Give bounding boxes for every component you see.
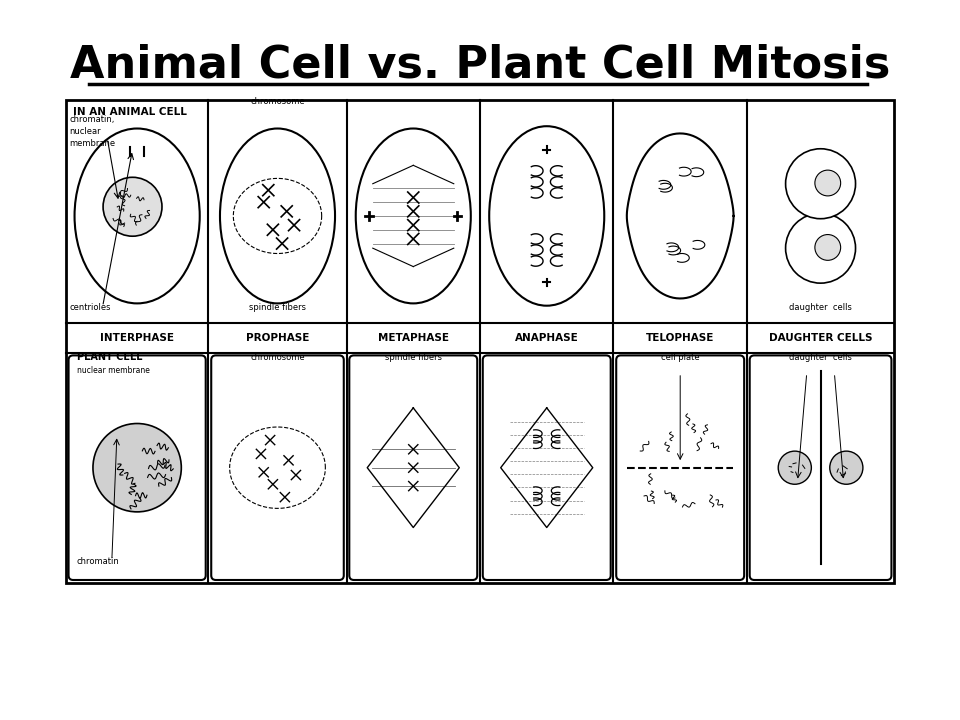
Text: chromosome: chromosome <box>251 353 305 362</box>
Text: daughter  cells: daughter cells <box>789 353 852 362</box>
Circle shape <box>815 170 841 196</box>
FancyBboxPatch shape <box>211 356 344 580</box>
Text: IN AN ANIMAL CELL: IN AN ANIMAL CELL <box>73 107 187 117</box>
FancyBboxPatch shape <box>616 356 744 580</box>
Text: Animal Cell vs. Plant Cell Mitosis: Animal Cell vs. Plant Cell Mitosis <box>70 44 890 87</box>
Circle shape <box>785 149 855 219</box>
Circle shape <box>103 177 162 236</box>
Text: ANAPHASE: ANAPHASE <box>515 333 579 343</box>
FancyBboxPatch shape <box>349 356 477 580</box>
Text: membrane: membrane <box>69 138 115 148</box>
FancyBboxPatch shape <box>750 356 892 580</box>
Text: DAUGHTER CELLS: DAUGHTER CELLS <box>769 333 873 343</box>
Text: cell plate: cell plate <box>660 353 700 362</box>
Text: centrioles: centrioles <box>69 303 111 312</box>
Circle shape <box>93 423 181 512</box>
Text: PLANT CELL: PLANT CELL <box>77 352 142 362</box>
Text: daughter  cells: daughter cells <box>789 303 852 312</box>
Circle shape <box>815 235 841 261</box>
Text: spindle fibers: spindle fibers <box>385 353 442 362</box>
Text: spindle fibers: spindle fibers <box>249 303 306 312</box>
Text: chromosome: chromosome <box>251 97 305 106</box>
Text: nuclear: nuclear <box>69 127 101 137</box>
Text: PROPHASE: PROPHASE <box>246 333 309 343</box>
FancyBboxPatch shape <box>68 356 205 580</box>
Circle shape <box>785 213 855 283</box>
Text: INTERPHASE: INTERPHASE <box>100 333 174 343</box>
Text: chromatin: chromatin <box>77 557 120 567</box>
FancyBboxPatch shape <box>66 99 894 582</box>
Text: METAPHASE: METAPHASE <box>378 333 448 343</box>
Text: chromatin,: chromatin, <box>69 114 115 124</box>
Circle shape <box>829 451 863 485</box>
Text: TELOPHASE: TELOPHASE <box>646 333 714 343</box>
FancyBboxPatch shape <box>483 356 611 580</box>
Text: nuclear membrane: nuclear membrane <box>77 366 150 375</box>
Circle shape <box>779 451 811 485</box>
